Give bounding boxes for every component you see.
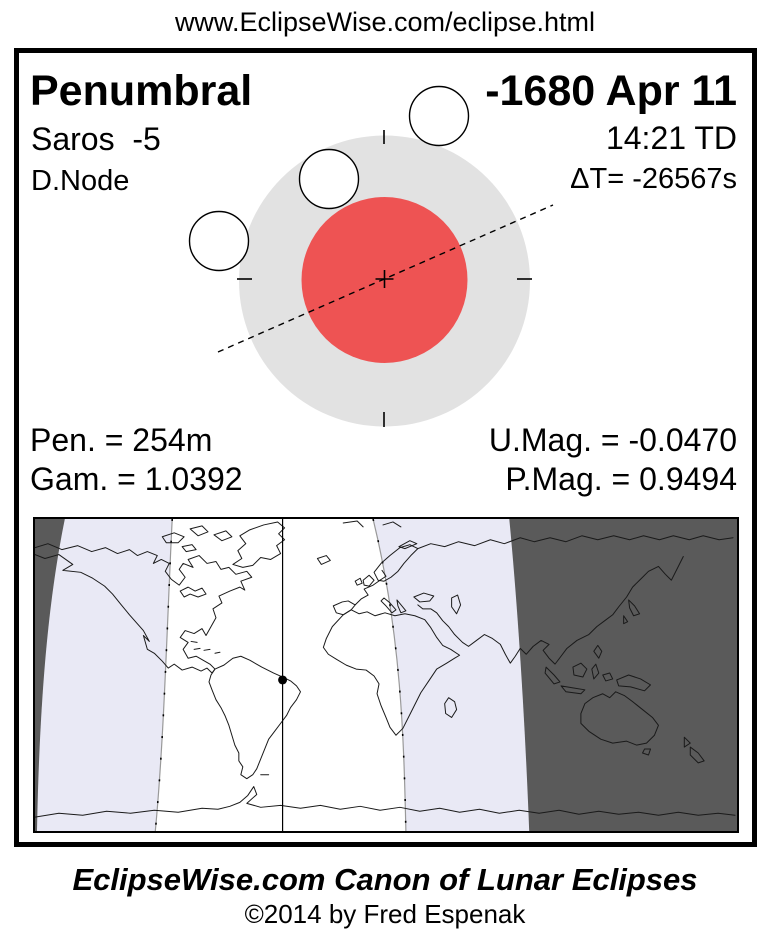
coast-asia-north — [417, 535, 734, 550]
visibility-world-map — [35, 519, 737, 831]
eclipse-date-label: -1680 Apr 11 — [485, 67, 737, 115]
coast-antarctica — [35, 786, 736, 818]
coastlines — [35, 520, 736, 818]
penumbral-duration-value: Pen. = 254m — [30, 422, 213, 458]
delta-t-label: ΔT= -26567s — [570, 163, 737, 195]
coast-south-america — [208, 655, 301, 780]
moon-circle-first-contact — [188, 210, 250, 272]
penumbral-magnitude-value: P.Mag. = 0.9494 — [505, 461, 737, 497]
node-label: D.Node — [31, 165, 130, 197]
coast-australia — [580, 691, 659, 756]
coast-japan — [623, 599, 641, 625]
coast-new-guinea — [616, 674, 651, 692]
site-url: www.EclipseWise.com/eclipse.html — [174, 7, 596, 37]
coast-indonesia — [544, 662, 614, 695]
eclipse-geometry-diagram — [188, 85, 554, 427]
eclipse-type-label: Penumbral — [30, 67, 253, 115]
gamma-value: Gam. = 1.0392 — [30, 461, 243, 497]
moon-circle-greatest-eclipse — [298, 148, 360, 210]
time-label: 14:21 TD — [605, 120, 737, 156]
moon-circle-last-contact — [408, 85, 470, 147]
saros-label: Saros -5 — [31, 121, 161, 157]
copyright-line: ©2014 by Fred Espenak — [244, 899, 526, 929]
coast-philippines — [593, 644, 603, 659]
zone-entire-eclipse-visible — [155, 519, 406, 831]
coast-arctic-islands — [161, 520, 418, 553]
ecliptic-dashed-line — [217, 204, 554, 353]
coast-iceland — [316, 555, 331, 565]
coast-madagascar — [444, 697, 458, 718]
outer-border-box — [14, 48, 757, 847]
coast-africa — [322, 609, 461, 736]
coast-caribbean — [190, 640, 221, 654]
umbral-magnitude-value: U.Mag. = -0.0470 — [488, 422, 737, 458]
coast-greenland — [232, 521, 286, 568]
shadow-center-cross — [375, 270, 394, 288]
visibility-map-frame — [33, 517, 739, 833]
terminator-curves — [154, 519, 407, 831]
sublunar-point-dot — [278, 675, 288, 685]
canon-title: EclipseWise.com Canon of Lunar Eclipses — [72, 862, 698, 897]
coast-new-zealand — [683, 736, 705, 764]
moon-contact-positions — [188, 85, 470, 272]
coast-great-lakes — [179, 586, 207, 598]
cardinal-tick-marks — [237, 130, 532, 427]
coast-asia-east-south — [417, 556, 684, 665]
coast-north-america — [35, 543, 253, 674]
